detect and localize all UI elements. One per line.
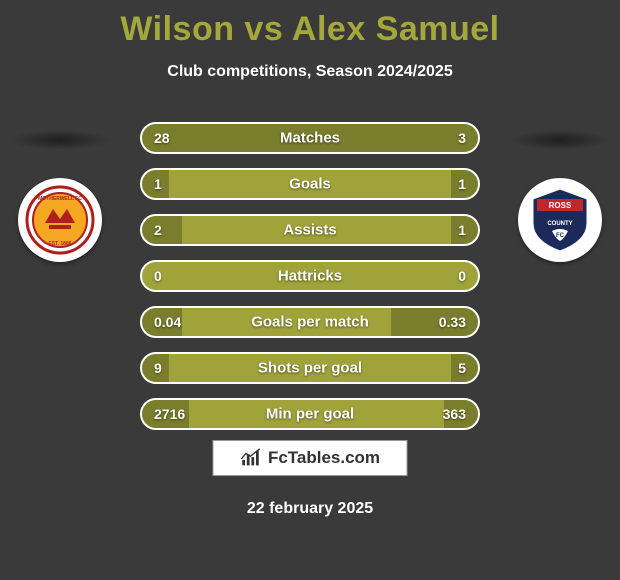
stat-bar: 0 0 Hattricks: [140, 260, 480, 292]
stat-label: Assists: [283, 222, 336, 239]
stat-bar: 9 5 Shots per goal: [140, 352, 480, 384]
stat-label: Shots per goal: [258, 360, 362, 377]
stat-value-right: 0.33: [439, 314, 466, 330]
stat-value-right: 3: [458, 130, 466, 146]
stat-value-left: 0.04: [154, 314, 181, 330]
stat-value-left: 2716: [154, 406, 185, 422]
crest-shadow-left: [10, 130, 110, 150]
footer-brand-badge: FcTables.com: [213, 440, 408, 476]
page-title: Wilson vs Alex Samuel: [0, 0, 620, 49]
svg-text:FC: FC: [556, 233, 565, 239]
club-crest-right: ROSS COUNTY FC: [518, 178, 602, 262]
stat-value-left: 2: [154, 222, 162, 238]
stat-value-right: 5: [458, 360, 466, 376]
stat-label: Matches: [280, 130, 340, 147]
stat-fill-right: [418, 124, 478, 152]
crest-shadow-right: [510, 130, 610, 150]
stat-label: Hattricks: [278, 268, 342, 285]
stat-value-left: 1: [154, 176, 162, 192]
stat-bar: 28 3 Matches: [140, 122, 480, 154]
stat-label: Goals per match: [251, 314, 369, 331]
svg-text:COUNTY: COUNTY: [547, 221, 572, 227]
stat-bar: 2 1 Assists: [140, 214, 480, 246]
stat-value-right: 363: [443, 406, 466, 422]
stat-value-left: 9: [154, 360, 162, 376]
stat-value-right: 1: [458, 222, 466, 238]
stat-value-left: 0: [154, 268, 162, 284]
stat-label: Min per goal: [266, 406, 354, 423]
footer-brand-text: FcTables.com: [268, 448, 380, 468]
page-subtitle: Club competitions, Season 2024/2025: [0, 63, 620, 81]
stat-value-left: 28: [154, 130, 170, 146]
svg-text:MOTHERWELL FC: MOTHERWELL FC: [38, 196, 82, 202]
footer-date: 22 february 2025: [247, 500, 373, 518]
stat-bar: 0.04 0.33 Goals per match: [140, 306, 480, 338]
stat-bar: 2716 363 Min per goal: [140, 398, 480, 430]
stat-value-right: 1: [458, 176, 466, 192]
stat-bars-container: 28 3 Matches 1 1 Goals 2 1 Assists 0 0 Hattricks 0.0…: [140, 122, 480, 444]
club-crest-left: MOTHERWELL FC EST. 1886: [18, 178, 102, 262]
stat-fill-left: [142, 216, 182, 244]
ross-county-crest-icon: ROSS COUNTY FC: [525, 185, 595, 255]
stat-label: Goals: [289, 176, 331, 193]
chart-icon: [240, 447, 262, 469]
svg-text:EST. 1886: EST. 1886: [48, 241, 71, 247]
motherwell-crest-icon: MOTHERWELL FC EST. 1886: [25, 185, 95, 255]
stat-value-right: 0: [458, 268, 466, 284]
stat-bar: 1 1 Goals: [140, 168, 480, 200]
svg-text:ROSS: ROSS: [549, 201, 572, 210]
